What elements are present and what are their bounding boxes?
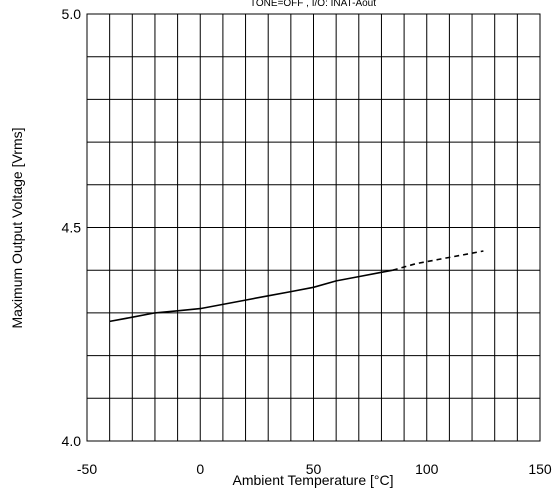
series-layer [109,250,484,323]
x-tick-label: 150 [528,461,552,477]
x-tick-label: -50 [77,461,97,477]
x-tick-label: 0 [196,461,204,477]
series-line-dashed [392,250,484,271]
series-line-solid [109,269,393,323]
y-tick-labels: 4.0 4.5 5.0 [62,6,82,449]
x-axis-label: Ambient Temperature [°C] [233,472,394,488]
chart-subtitle: TONE=OFF , I/O: INAT-Aout [250,0,376,9]
y-axis-label: Maximum Output Voltage [Vrms] [9,128,25,329]
plot-frame [86,13,541,442]
x-tick-label: 50 [306,461,322,477]
x-tick-label: 100 [415,461,439,477]
y-tick-label: 4.0 [62,433,82,449]
grid [87,14,540,441]
y-tick-label: 4.5 [62,220,82,236]
x-tick-labels: -50 0 50 100 150 [77,461,552,477]
y-tick-label: 5.0 [62,6,82,22]
